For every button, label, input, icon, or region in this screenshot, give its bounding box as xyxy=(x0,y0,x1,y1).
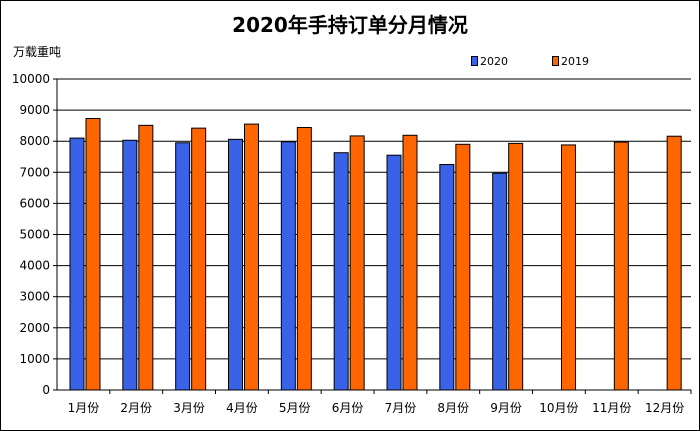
legend-label-2019: 2019 xyxy=(561,54,589,68)
bar-2019 xyxy=(666,135,682,391)
y-tick-label: 2000 xyxy=(19,321,50,335)
bar-2019 xyxy=(402,134,418,391)
bar-2020 xyxy=(280,141,296,391)
y-tick-label: 10000 xyxy=(12,72,50,86)
x-tick-label: 1月份 xyxy=(68,401,100,415)
x-tick-label: 11月份 xyxy=(592,401,631,415)
bar-2019 xyxy=(296,127,312,391)
x-tick-label: 4月份 xyxy=(226,401,258,415)
x-tick-label: 9月份 xyxy=(490,401,522,415)
bar-2020 xyxy=(386,154,402,391)
bar-2020 xyxy=(333,152,349,391)
bar-2019 xyxy=(244,123,259,391)
y-tick-label: 9000 xyxy=(19,103,50,117)
x-tick-label: 5月份 xyxy=(279,401,311,415)
bar-2019 xyxy=(191,127,207,391)
x-tick-label: 6月份 xyxy=(332,401,364,415)
legend-swatch-2019 xyxy=(552,56,559,66)
y-axis-unit-label: 万载重吨 xyxy=(13,45,62,59)
bar-2019 xyxy=(138,124,154,391)
x-tick-label: 8月份 xyxy=(437,401,469,415)
x-tick-label: 3月份 xyxy=(173,401,205,415)
x-tick-label: 12月份 xyxy=(645,401,684,415)
bar-2020 xyxy=(439,164,455,391)
legend-item-2020: 2020 xyxy=(471,55,508,68)
bar-2019 xyxy=(613,141,629,391)
bar-2020 xyxy=(69,137,85,391)
bar-2019 xyxy=(349,135,365,391)
legend-label-2020: 2020 xyxy=(480,54,508,68)
x-tick-label: 10月份 xyxy=(539,401,578,415)
x-tick-label: 7月份 xyxy=(385,401,417,415)
legend-swatch-2020 xyxy=(471,56,478,66)
bar-2020 xyxy=(492,172,508,391)
y-tick-label: 8000 xyxy=(19,134,50,148)
y-tick-label: 1000 xyxy=(19,352,50,366)
x-tick-label: 2月份 xyxy=(120,401,152,415)
legend: 2020 2019 xyxy=(471,53,633,69)
legend-item-2019: 2019 xyxy=(552,55,589,68)
y-tick-label: 5000 xyxy=(19,228,50,242)
bar-2020 xyxy=(228,138,243,391)
y-tick-label: 4000 xyxy=(19,259,50,273)
bar-2020 xyxy=(175,142,191,391)
y-tick-label: 3000 xyxy=(19,290,50,304)
bar-2019 xyxy=(508,142,524,391)
bar-2019 xyxy=(561,144,576,391)
bar-2019 xyxy=(85,117,101,391)
bar-2019 xyxy=(455,143,471,391)
y-tick-label: 7000 xyxy=(19,165,50,179)
y-tick-label: 6000 xyxy=(19,196,50,210)
bar-2020 xyxy=(122,139,138,391)
y-tick-label: 0 xyxy=(42,383,50,397)
chart-title: 2020年手持订单分月情况 xyxy=(232,13,468,37)
